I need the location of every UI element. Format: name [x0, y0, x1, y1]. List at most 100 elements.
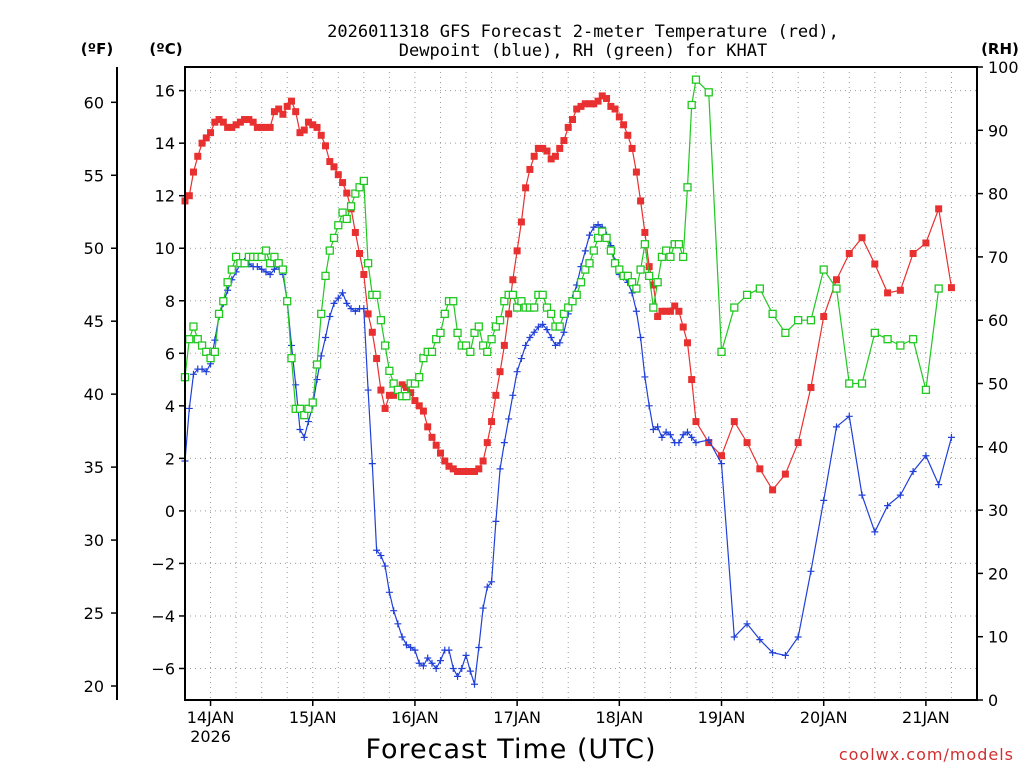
dewpoint-point — [496, 465, 504, 473]
temperature-point — [896, 286, 904, 294]
rh-tick-label: 0 — [988, 691, 998, 710]
relative-humidity-point — [342, 214, 351, 224]
relative-humidity-point — [231, 252, 241, 262]
dewpoint-point — [351, 307, 359, 315]
dewpoint-point — [479, 604, 487, 612]
relative-humidity-point — [227, 265, 236, 274]
relative-humidity-point — [214, 309, 224, 319]
temperature-point — [573, 105, 581, 113]
temperature-point — [466, 467, 474, 475]
fahrenheit-unit-label: (ºF) — [81, 40, 113, 58]
temperature-point — [360, 270, 368, 278]
dewpoint-point — [547, 334, 555, 342]
temperature-point — [424, 423, 432, 431]
relative-humidity-point — [461, 341, 471, 350]
dewpoint-point — [258, 265, 266, 273]
dewpoint-point — [743, 620, 751, 628]
dewpoint-point — [505, 415, 513, 423]
dewpoint-point — [858, 491, 866, 499]
source-credit: coolwx.com/models — [839, 745, 1014, 764]
dewpoint-point — [679, 431, 687, 439]
time-tick-label: 20JAN — [800, 708, 848, 727]
dewpoint-point — [718, 460, 726, 468]
dewpoint-point — [407, 643, 415, 651]
dewpoint-point — [432, 664, 440, 672]
temperature-point — [718, 452, 726, 460]
relative-humidity-point — [329, 233, 339, 243]
temperature-point — [671, 302, 679, 310]
temperature-point — [483, 439, 491, 447]
rh-tick-label: 80 — [988, 185, 1008, 204]
fahrenheit-tick-label: 35 — [84, 458, 104, 477]
relative-humidity-point — [585, 259, 594, 268]
relative-humidity-point — [768, 309, 777, 319]
relative-humidity-point — [921, 385, 931, 394]
temperature-point — [505, 310, 513, 318]
dewpoint-point — [585, 231, 593, 239]
dewpoint-point — [692, 439, 700, 447]
celsius-tick-label: −2 — [151, 554, 175, 573]
relative-humidity-point — [755, 284, 764, 293]
dewpoint-point — [637, 334, 645, 342]
rh-tick-label: 40 — [988, 438, 1008, 457]
temperature-point — [832, 276, 840, 284]
temperature-point — [356, 249, 364, 257]
relative-humidity-point — [781, 328, 790, 338]
dewpoint-point — [513, 368, 521, 376]
temperature-point — [679, 323, 687, 331]
relative-humidity-point — [538, 290, 547, 300]
x-axis-title: Forecast Time (UTC) — [365, 734, 656, 765]
relative-humidity-point — [593, 233, 603, 243]
relative-humidity-point — [640, 240, 650, 249]
relative-humidity-point — [495, 316, 505, 325]
dewpoint-point — [253, 263, 261, 271]
temperature-point — [411, 397, 419, 405]
time-tick-sublabel: 2026 — [190, 727, 231, 746]
celsius-tick-label: 2 — [165, 449, 175, 468]
celsius-tick-label: 16 — [155, 82, 175, 101]
dewpoint-point — [590, 223, 598, 231]
celsius-tick-label: 0 — [165, 502, 175, 521]
temperature-point — [236, 118, 244, 126]
temperature-point — [471, 467, 479, 475]
relative-humidity-point — [559, 309, 569, 319]
relative-humidity-point — [653, 278, 662, 287]
relative-humidity-point — [389, 379, 398, 388]
relative-humidity-point — [197, 341, 207, 350]
rh-tick-label: 90 — [988, 121, 1008, 140]
relative-humidity-point — [602, 233, 611, 243]
temperature-point — [858, 234, 866, 242]
dewpoint-point — [641, 373, 649, 381]
relative-humidity-point — [500, 297, 509, 306]
temperature-point — [232, 121, 240, 129]
dewpoint-point — [794, 633, 802, 641]
relative-humidity-point — [555, 322, 564, 331]
dewpoint-point — [509, 391, 517, 399]
relative-humidity-point — [883, 335, 892, 344]
fahrenheit-tick-label: 45 — [84, 312, 104, 331]
dewpoint-point — [628, 289, 636, 297]
temperature-point — [334, 171, 342, 179]
dewpoint-point — [377, 552, 385, 560]
temperature-point — [339, 179, 347, 187]
temperature-point — [207, 129, 215, 137]
temperature-point — [198, 139, 206, 147]
dewpoint-point — [551, 341, 559, 349]
dewpoint-point — [449, 664, 457, 672]
temperature-point — [364, 310, 372, 318]
relative-humidity-point — [223, 278, 232, 287]
temperature-point — [343, 189, 351, 197]
temperature-point — [317, 131, 325, 139]
celsius-tick-label: 12 — [155, 187, 175, 206]
relative-humidity-point — [572, 290, 581, 300]
temperature-point — [909, 249, 917, 257]
axes: 1614121086420−2−4−6605550454035302520100… — [84, 58, 1019, 746]
temperature-point — [628, 144, 636, 152]
relative-humidity-point — [334, 221, 343, 230]
relative-humidity-point — [265, 259, 275, 268]
relative-humidity-point — [355, 183, 364, 192]
temperature-point — [607, 102, 615, 110]
temperature-point — [543, 147, 551, 155]
temperature-point — [479, 457, 487, 465]
dewpoint-point — [368, 460, 376, 468]
